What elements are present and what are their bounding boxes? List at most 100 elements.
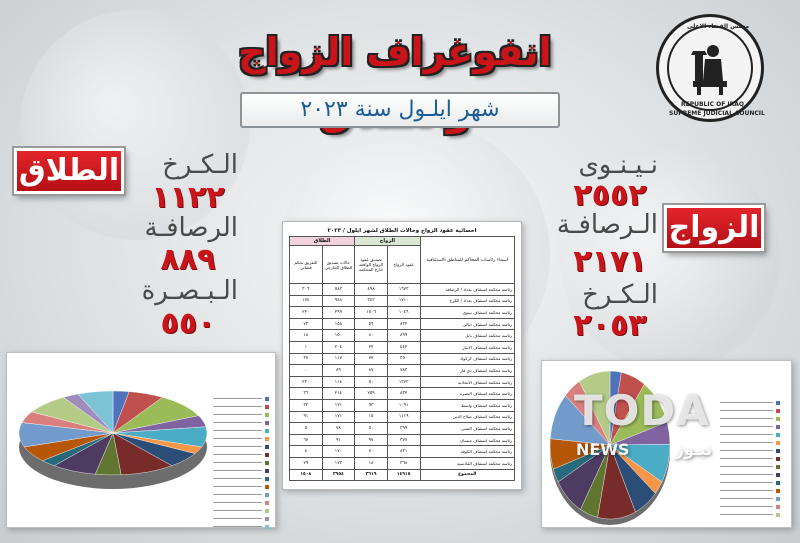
legend-text-line	[720, 466, 773, 467]
value-cell: ٩١	[321, 433, 356, 447]
legend-text-line	[213, 494, 262, 495]
legend-swatch	[776, 424, 780, 429]
legend-text-line	[213, 526, 262, 527]
court-name-cell: رئاسة محكمة استئناف ميسان	[419, 433, 515, 447]
legend-item	[720, 463, 780, 470]
legend-swatch	[265, 428, 269, 433]
table-row: رئاسة محكمة استئناف ديالى ٨٣٢ ٥٦ ١٥٨ ٧٣	[289, 317, 515, 331]
statistics-table-title: احصائية عقود الزواج وحالات الطلاق لشهر ا…	[327, 228, 477, 234]
total-value-cell: ٣٩٥٤	[321, 468, 356, 482]
legend-item	[720, 471, 780, 478]
court-name-cell: رئاسة محكمة استئناف البصرة	[419, 387, 515, 400]
pie-slice	[579, 370, 611, 446]
page-title: انفوغراف الزواج والطلاق	[238, 30, 552, 134]
value-cell: ٩٤٨	[321, 294, 356, 308]
legend-item	[213, 395, 269, 402]
legend-swatch	[776, 408, 780, 413]
value-cell: ١٧٣	[321, 456, 356, 470]
legend-item	[720, 423, 780, 430]
legend-item	[213, 435, 269, 442]
value-cell: ١٣٧٣	[386, 375, 421, 389]
legend-text-line	[720, 434, 773, 435]
legend-item	[213, 515, 269, 522]
value-cell: ٦٧	[289, 433, 323, 447]
legend-swatch	[776, 480, 780, 485]
pie-slice	[77, 390, 114, 434]
legend-item	[720, 503, 780, 510]
court-name-cell: رئاسة محكمة استئناف الكوفة	[419, 445, 515, 458]
legend-swatch	[265, 524, 269, 529]
legend-text-line	[213, 462, 262, 463]
legend-swatch	[776, 432, 780, 437]
value-cell: ٨٣٢	[386, 387, 421, 400]
divorce-tag: الطلاق	[12, 146, 126, 196]
legend-item	[213, 483, 269, 490]
value-cell: ٣٦٨	[386, 456, 421, 470]
court-column-header: اسماء رئاسات المحاكم للمناطق الاستئنافية	[419, 236, 515, 284]
table-row: رئاسة محكمة استئناف بغداد / الرصافة ١٦٧٣ ٤…	[289, 283, 515, 296]
logo-top-text: مجلس القضاء الاعلى	[687, 23, 750, 30]
legend-text-line	[213, 398, 262, 399]
value-cell: ٥٦	[354, 317, 388, 331]
month-banner: شهر ايلـول سنة ٢٠٢٣	[240, 92, 560, 128]
divorce-region-value-2: ٥٥٠	[160, 306, 216, 341]
legend-text-line	[720, 418, 773, 419]
legend-text-line	[213, 406, 262, 407]
legend-text-line	[720, 474, 773, 475]
legend-item	[720, 415, 780, 422]
legend-text-line	[213, 470, 262, 471]
legend-swatch	[776, 400, 780, 405]
value-cell: ٣٥٠	[386, 352, 421, 366]
background-globe-right	[560, 150, 780, 370]
court-name-cell: رئاسة محكمة استئناف صلاح الدين	[419, 410, 515, 424]
value-cell: ٢٩٩	[321, 306, 356, 319]
value-cell: ٢٢	[354, 340, 388, 354]
legend-swatch	[265, 412, 269, 417]
legend-item	[720, 495, 780, 502]
value-cell: ٣٣	[289, 398, 323, 412]
table-row: رئاسة محكمة استئناف بغداد / الكرخ ١٧١٠ ٣٤٣…	[289, 294, 515, 308]
divorce-pie-legend	[213, 395, 269, 531]
value-cell: ١٧٤	[289, 294, 323, 308]
toda-news-ar: نيـوز	[674, 439, 712, 459]
court-name-cell: رئاسة محكمة استئناف بغداد / الكرخ	[419, 294, 515, 308]
value-cell: ٧٠	[354, 445, 388, 458]
legend-swatch	[265, 444, 269, 449]
marriage-region-value-0: ٢٥٥٢	[573, 178, 647, 213]
value-cell: ٥٤٢	[386, 340, 421, 354]
value-cell: ١٥٨	[321, 317, 356, 331]
legend-text-line	[213, 486, 262, 487]
value-cell: ٣٩٩	[386, 422, 421, 435]
value-cell: ٨٣١	[386, 445, 421, 458]
legend-item	[720, 479, 780, 486]
total-value-cell: ١٥٠٨	[289, 468, 323, 482]
value-cell: ٧٨٣	[386, 364, 421, 377]
legend-swatch	[776, 488, 780, 493]
court-name-cell: رئاسة محكمة استئناف واسط	[419, 398, 515, 412]
value-cell: ١٥	[354, 410, 388, 424]
justice-seal-icon	[667, 25, 753, 111]
court-name-cell: رئاسة محكمة استئناف الاتحادية	[419, 375, 515, 389]
table-row: رئاسة محكمة استئناف واسط ١٠٩١ ٩٣ ١٢١ ٣٣	[289, 398, 515, 412]
legend-text-line	[213, 478, 262, 479]
legend-item	[720, 511, 780, 518]
court-name-cell: رئاسة محكمة استئناف ذي قار	[419, 364, 515, 377]
legend-item	[213, 403, 269, 410]
value-cell: ٩١	[289, 410, 323, 424]
legend-swatch	[265, 396, 269, 401]
total-value-cell: ٣٦١٩	[354, 468, 388, 482]
legend-text-line	[213, 430, 262, 431]
legend-item	[213, 499, 269, 506]
legend-text-line	[720, 450, 773, 451]
table-row: رئاسة محكمة استئناف ميسان ٣٧٧ ٩٧ ٩١ ٦٧	[289, 433, 515, 447]
value-cell: ٥٠	[354, 422, 388, 435]
legend-swatch	[265, 500, 269, 505]
divorce-region-label-1: الرصافـة	[144, 213, 238, 243]
value-cell: ٧٢	[354, 352, 388, 366]
legend-text-line	[213, 518, 262, 519]
table-row: رئاسة محكمة استئناف ذي قار ٧٨٣ ٨٧ ٨٩ ٠	[289, 364, 515, 377]
total-label-cell: المجموع	[419, 468, 515, 482]
marriage-ratification-header: تصديق عقود الزواج الواقعة خارج المحكمة	[354, 245, 388, 284]
value-cell: ٣٧٧	[386, 433, 421, 447]
value-cell: ٢٢٠	[289, 306, 323, 319]
